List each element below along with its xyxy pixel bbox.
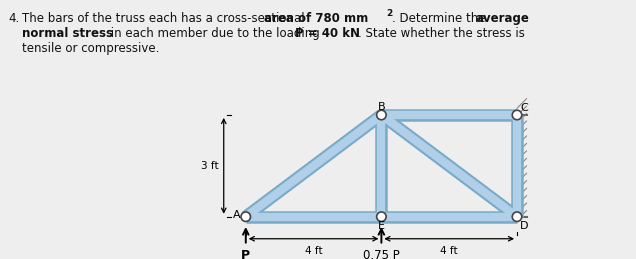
Text: P: P — [241, 249, 251, 259]
Text: average: average — [476, 12, 530, 25]
Text: The bars of the truss each has a cross-sectional: The bars of the truss each has a cross-s… — [22, 12, 308, 25]
Text: B: B — [378, 102, 385, 112]
Text: normal stress: normal stress — [22, 27, 113, 40]
Text: 3 ft: 3 ft — [202, 161, 219, 171]
Text: C: C — [521, 103, 529, 113]
Text: area of 780 mm: area of 780 mm — [264, 12, 368, 25]
Circle shape — [512, 212, 522, 221]
Text: 0.75 P: 0.75 P — [363, 249, 400, 259]
Text: . State whether the stress is: . State whether the stress is — [358, 27, 525, 40]
Circle shape — [377, 212, 386, 221]
Text: 4 ft: 4 ft — [440, 246, 458, 256]
Text: in each member due to the loading: in each member due to the loading — [107, 27, 324, 40]
Text: . Determine the: . Determine the — [392, 12, 489, 25]
Text: A: A — [233, 210, 240, 220]
Text: tensile or compressive.: tensile or compressive. — [22, 42, 160, 55]
Text: E: E — [378, 221, 385, 231]
Circle shape — [512, 110, 522, 120]
Text: P = 40 kN: P = 40 kN — [295, 27, 360, 40]
Text: D: D — [520, 221, 529, 231]
Text: 4.: 4. — [8, 12, 19, 25]
Circle shape — [377, 110, 386, 120]
Text: 4 ft: 4 ft — [305, 246, 322, 256]
Circle shape — [241, 212, 251, 221]
Text: 2: 2 — [386, 9, 392, 18]
